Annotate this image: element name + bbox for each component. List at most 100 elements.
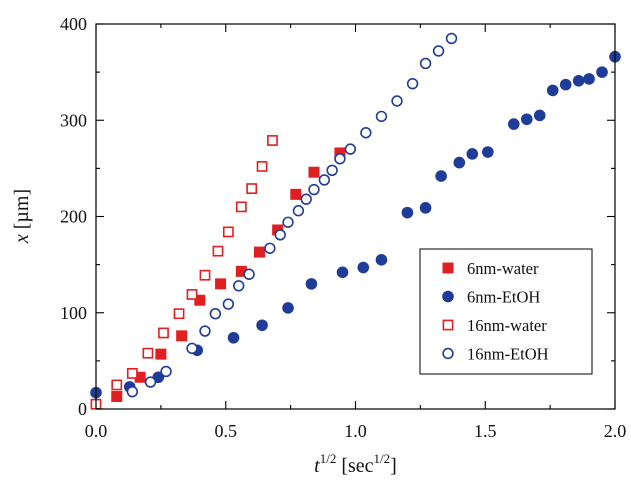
16nm-water-point [186, 289, 198, 300]
axis-ticks [95, 23, 616, 410]
16nm-etoh-point [292, 205, 305, 217]
6nm-water-point [308, 166, 320, 178]
16nm-etoh-point [243, 268, 255, 280]
16nm-etoh-point [144, 376, 157, 388]
6nm-water-point [134, 371, 146, 383]
x-axis-title-base-sup: 1/2 [320, 451, 337, 466]
y-axis-title: x [µm] [11, 189, 33, 244]
y-axis-title-unit: [µm] [11, 189, 33, 234]
y-tick-label: 200 [60, 207, 87, 227]
6nm-etoh-point [375, 254, 388, 266]
6nm-etoh-point [435, 170, 447, 182]
16nm-etoh-point [326, 164, 338, 177]
6nm-etoh-point [507, 118, 520, 130]
legend-marker [442, 347, 454, 360]
16nm-water-point [173, 308, 185, 320]
data-markers [90, 32, 621, 410]
6nm-etoh-point [282, 302, 294, 314]
16nm-etoh-point [282, 216, 294, 228]
x-axis-title: t1/2 [sec1/2] [314, 451, 397, 477]
6nm-water-point [194, 294, 206, 306]
16nm-water-point [199, 269, 211, 281]
6nm-water-point [235, 265, 247, 277]
6nm-etoh-point [572, 74, 585, 87]
x-axis-title-base: t [314, 455, 320, 477]
16nm-water-point [235, 201, 247, 213]
legend: 6nm-water 6nm-EtOH 16nm-water 16nm-EtOH [419, 248, 593, 375]
x-axis-title-unit: [sec [336, 455, 373, 477]
legend-marker [442, 262, 454, 274]
16nm-etoh-point [300, 193, 312, 205]
y-tick-label: 0 [78, 399, 87, 419]
x-tick-label: 2.0 [604, 421, 627, 441]
x-tick-label: 1.5 [474, 421, 497, 441]
16nm-water-point [222, 226, 234, 238]
16nm-etoh-point [445, 32, 458, 45]
16nm-water-point [111, 379, 123, 391]
6nm-water-point [334, 147, 346, 159]
16nm-etoh-point [344, 143, 357, 155]
16nm-water-point [158, 327, 169, 339]
16nm-etoh-point [360, 127, 372, 139]
16nm-etoh-point [222, 298, 235, 310]
6nm-etoh-point [227, 331, 240, 344]
6nm-etoh-point [520, 113, 533, 126]
6nm-water-point [111, 390, 123, 402]
16nm-etoh-point [274, 229, 286, 241]
legend-label: 16nm-EtOH [467, 345, 549, 364]
16nm-etoh-point [126, 385, 139, 398]
16nm-etoh-point [432, 45, 445, 57]
6nm-etoh-point [256, 319, 268, 332]
16nm-etoh-point [264, 242, 276, 254]
6nm-water-point [215, 278, 227, 290]
x-tick-label: 1.0 [344, 421, 367, 441]
legend-label: 16nm-water [467, 316, 547, 335]
y-tick-label: 400 [60, 14, 87, 34]
y-tick-label: 100 [60, 303, 87, 323]
16nm-etoh-point [199, 325, 211, 337]
16nm-etoh-point [308, 183, 320, 196]
tick-labels: 0.0 0.5 1.0 1.5 2.0 0 100 200 300 400 [60, 14, 626, 441]
6nm-etoh-point [419, 202, 432, 214]
16nm-water-point [267, 135, 278, 146]
6nm-water-point [253, 246, 265, 258]
6nm-etoh-point [596, 66, 608, 78]
6nm-water-point [290, 188, 302, 200]
6nm-etoh-point [453, 156, 466, 169]
16nm-etoh-point [318, 174, 331, 186]
legend-marker [442, 290, 454, 303]
6nm-water-point [176, 330, 188, 342]
6nm-etoh-point [336, 266, 349, 279]
legend-label: 6nm-water [467, 259, 539, 278]
6nm-etoh-point [482, 146, 494, 158]
x-tick-label: 0.0 [85, 421, 108, 441]
6nm-etoh-point [583, 73, 595, 85]
16nm-water-point [212, 245, 224, 257]
16nm-etoh-point [406, 77, 419, 90]
6nm-etoh-point [466, 148, 479, 160]
16nm-water-point [126, 367, 138, 379]
16nm-water-point [256, 161, 268, 172]
x-axis-title-unit-close: ] [390, 455, 397, 477]
y-axis-title-symbol: x [11, 234, 33, 244]
16nm-etoh-point [375, 110, 388, 123]
6nm-etoh-point [533, 109, 546, 122]
6nm-etoh-point [305, 278, 318, 290]
16nm-etoh-point [391, 95, 403, 107]
6nm-etoh-point [559, 78, 572, 91]
16nm-etoh-point [233, 280, 245, 292]
16nm-water-point [142, 347, 154, 359]
x-tick-label: 0.5 [215, 421, 238, 441]
6nm-water-point [155, 348, 167, 360]
16nm-etoh-point [186, 342, 198, 355]
6nm-etoh-point [546, 84, 559, 97]
16nm-etoh-point [160, 365, 172, 378]
y-tick-label: 300 [60, 110, 87, 130]
16nm-etoh-point [209, 308, 222, 320]
x-axis-title-unit-sup: 1/2 [374, 451, 391, 466]
legend-label: 6nm-EtOH [467, 288, 540, 307]
6nm-etoh-point [357, 261, 370, 274]
16nm-water-point [246, 183, 258, 194]
legend-marker [442, 319, 454, 331]
